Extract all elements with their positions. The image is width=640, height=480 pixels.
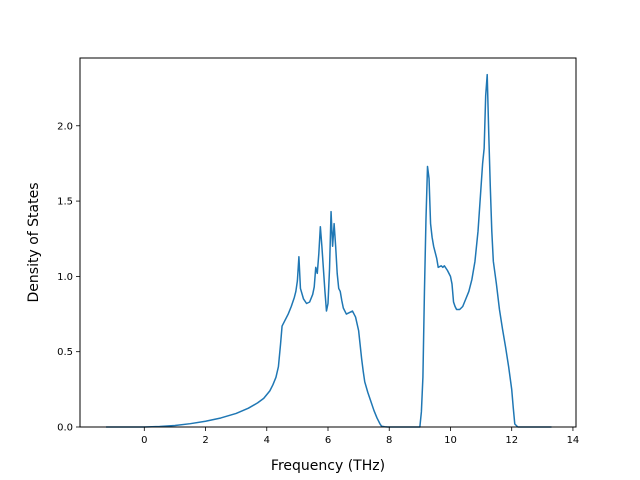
x-tick-label: 14	[567, 435, 580, 446]
plot-area	[106, 73, 552, 428]
y-tick-label: 0.5	[57, 347, 73, 358]
x-tick-label: 10	[444, 435, 457, 446]
y-tick-label: 1.5	[57, 197, 73, 208]
y-tick-label: 2.0	[57, 121, 73, 132]
x-tick-label: 4	[264, 435, 270, 446]
y-tick-label: 1.0	[57, 272, 73, 283]
y-axis-ticks: 0.0 0.5 1.0 1.5 2.0	[57, 121, 80, 434]
x-tick-label: 12	[505, 435, 518, 446]
x-axis-ticks: 0 2 4 6 8 10 12 14	[141, 427, 579, 446]
x-tick-label: 2	[202, 435, 208, 446]
x-tick-label: 8	[386, 435, 392, 446]
dos-series-line-0	[106, 73, 552, 428]
x-tick-label: 6	[325, 435, 331, 446]
y-axis-label: Density of States	[26, 183, 42, 303]
x-axis-label: Frequency (THz)	[271, 458, 385, 474]
plot-frame	[79, 57, 577, 428]
x-tick-label: 0	[141, 435, 147, 446]
y-tick-label: 0.0	[57, 423, 73, 434]
